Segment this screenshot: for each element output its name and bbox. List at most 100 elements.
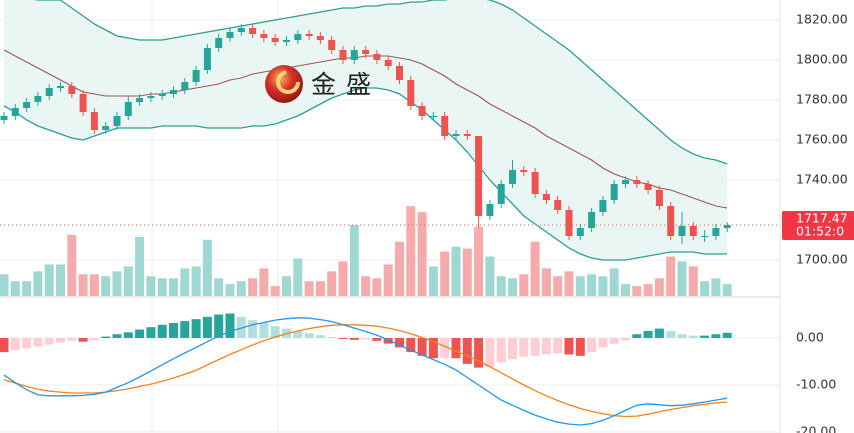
volume-bar: [417, 212, 427, 296]
candle-body: [316, 36, 324, 40]
volume-bar: [146, 276, 156, 296]
volume-bar: [157, 278, 167, 296]
macd-histogram-bar: [700, 335, 710, 338]
logo-icon: [265, 65, 303, 103]
candle-body: [237, 28, 245, 32]
candle-body: [249, 28, 257, 34]
volume-bar: [259, 268, 269, 296]
volume-bar: [598, 276, 608, 296]
candle-body: [0, 116, 8, 120]
candle-body: [441, 116, 449, 136]
candle-body: [542, 194, 550, 200]
volume-bar: [711, 278, 721, 296]
macd-histogram-bar: [417, 337, 427, 356]
candle-body: [622, 180, 629, 184]
candle-body: [45, 88, 53, 96]
macd-histogram-bar: [643, 330, 653, 338]
candle-body: [339, 50, 347, 60]
candle-body: [158, 94, 166, 96]
y-tick-label: 1760.00: [796, 132, 848, 147]
macd-histogram-bar: [304, 333, 314, 338]
macd-histogram-bar: [44, 337, 54, 345]
volume-bar: [666, 256, 676, 296]
candle-body: [102, 126, 110, 130]
volume-bar: [541, 268, 551, 296]
macd-histogram-bar: [508, 337, 517, 360]
volume-bar: [654, 278, 664, 296]
macd-histogram-bar: [10, 337, 20, 351]
volume-bar: [315, 281, 325, 296]
candle-body: [588, 212, 596, 228]
candle-body: [226, 32, 234, 38]
volume-bar: [214, 278, 224, 296]
candle-body: [396, 66, 403, 80]
volume-bar: [677, 261, 687, 296]
macd-histogram-bar: [632, 334, 642, 338]
macd-histogram-bar: [485, 337, 495, 368]
macd-histogram-bar: [474, 337, 484, 368]
volume-bar: [248, 278, 258, 296]
macd-histogram-bar: [338, 337, 348, 339]
candle-body: [407, 80, 415, 106]
candle-body: [599, 200, 607, 212]
macd-histogram-bar: [553, 337, 563, 354]
candle-body: [350, 50, 358, 60]
candle-body: [509, 170, 516, 184]
volume-bar: [361, 276, 371, 296]
candle-body: [260, 34, 268, 38]
price-axis: 1820.00 1800.00 1780.00 1760.00 1740.00 1700.…: [782, 12, 854, 433]
macd-histogram-bar: [564, 337, 574, 355]
volume-bar: [169, 278, 178, 296]
last-price-label: 1717.47: [796, 211, 848, 226]
candle-body: [452, 134, 460, 136]
macd-histogram-bar: [519, 337, 529, 357]
candle-body: [655, 190, 663, 206]
candle-body: [667, 206, 675, 236]
volume-bar: [78, 274, 88, 296]
candle-body: [283, 40, 290, 42]
volume-bar: [508, 278, 517, 296]
macd-histogram-bar: [677, 334, 687, 338]
macd-histogram-bar: [78, 337, 88, 342]
volume-bar: [349, 224, 359, 296]
last-price-box: [782, 211, 854, 241]
volume-bar: [191, 266, 201, 296]
candle-body: [384, 60, 392, 66]
macd-histogram-bar: [33, 337, 43, 347]
watermark-text: 金盛: [311, 70, 381, 99]
macd-histogram-bar: [587, 337, 597, 353]
macd-histogram-bar: [112, 334, 122, 338]
macd-histogram-bar: [259, 322, 269, 338]
macd-histogram-bar: [688, 335, 698, 338]
volume-bar: [56, 264, 65, 296]
macd-histogram-bar: [609, 337, 619, 344]
macd-histogram-bar: [56, 337, 65, 343]
dea-line: [3, 324, 728, 418]
macd-histogram-bar: [440, 337, 450, 358]
volume-bar: [282, 276, 291, 296]
macd-histogram-bar: [146, 327, 156, 338]
volume-bar: [609, 268, 619, 296]
candle-body: [689, 226, 697, 236]
volume-bar: [519, 274, 529, 296]
candle-body: [429, 116, 437, 117]
candle-body: [113, 116, 121, 126]
macd-histogram-bar: [101, 336, 111, 338]
y-tick-label: 1780.00: [796, 92, 848, 107]
candle-body: [147, 96, 155, 98]
macd-histogram-bar: [395, 337, 404, 348]
countdown-label: 01:52:0: [796, 224, 844, 239]
candle-body: [215, 38, 223, 48]
macd-histogram-bar: [236, 316, 246, 338]
macd-histogram-bar: [180, 321, 190, 338]
macd-histogram-bar: [722, 332, 732, 338]
candle-body: [576, 228, 584, 236]
y-tick-label: -10.00: [796, 377, 836, 392]
volume-bar: [632, 286, 642, 296]
candle-body: [203, 48, 211, 70]
candle-body: [362, 50, 370, 54]
macd-histogram-bar: [191, 319, 201, 338]
volume-bar: [383, 264, 393, 296]
volume-bar: [530, 241, 540, 296]
